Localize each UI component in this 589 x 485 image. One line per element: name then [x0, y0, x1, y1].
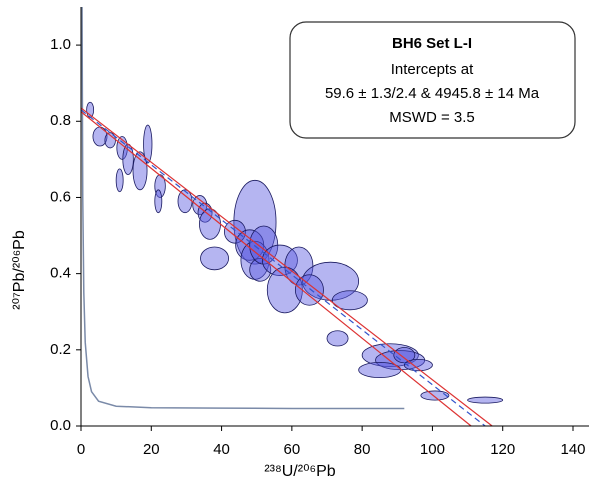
- error-ellipse: [143, 124, 153, 164]
- error-ellipse: [132, 151, 148, 191]
- annotation-box: [289, 21, 576, 139]
- plot-area: [80, 6, 504, 427]
- annotation-title: BH6 Set L-I: [392, 35, 472, 52]
- regression-line: [80, 109, 486, 427]
- annotation-line: 59.6 ± 1.3/2.4 & 4945.8 ± 14 Ma: [325, 85, 540, 102]
- x-tick-label: 40: [213, 441, 230, 458]
- x-tick-label: 20: [143, 441, 160, 458]
- x-tick-label: 60: [284, 441, 301, 458]
- error-ellipse: [467, 396, 504, 404]
- error-ellipse: [154, 174, 166, 198]
- y-tick-label: 1.0: [50, 36, 71, 53]
- x-tick-label: 100: [420, 441, 445, 458]
- x-tick-label: 0: [77, 441, 85, 458]
- annotation-line: Intercepts at: [391, 61, 474, 78]
- error-ellipse: [331, 290, 368, 311]
- annotation-line: MSWD = 3.5: [389, 109, 474, 126]
- error-ellipse: [223, 219, 246, 244]
- y-tick-label: 0.0: [50, 417, 71, 434]
- y-tick-label: 0.8: [50, 112, 71, 129]
- error-ellipse: [403, 358, 433, 372]
- error-ellipse: [122, 143, 134, 176]
- error-ellipse: [420, 390, 450, 401]
- x-axis-title: ²³⁸U/²⁰⁶Pb: [264, 463, 335, 480]
- x-tick-label: 80: [354, 441, 371, 458]
- y-tick-label: 0.2: [50, 341, 71, 358]
- regression-line: [80, 111, 472, 427]
- error-ellipse: [326, 330, 349, 347]
- y-axis-title: ²⁰⁷Pb/²⁰⁶Pb: [11, 230, 28, 310]
- error-ellipse: [177, 189, 193, 214]
- y-tick-label: 0.6: [50, 188, 71, 205]
- error-ellipse: [115, 168, 124, 193]
- error-ellipse: [104, 132, 116, 149]
- error-ellipse: [154, 189, 163, 214]
- regression-line: [80, 107, 493, 427]
- y-tick-label: 0.4: [50, 265, 71, 282]
- concordia-curve: [81, 6, 405, 410]
- x-tick-label: 120: [490, 441, 515, 458]
- error-ellipse: [294, 274, 324, 306]
- error-ellipse: [200, 246, 230, 271]
- x-tick-label: 140: [560, 441, 585, 458]
